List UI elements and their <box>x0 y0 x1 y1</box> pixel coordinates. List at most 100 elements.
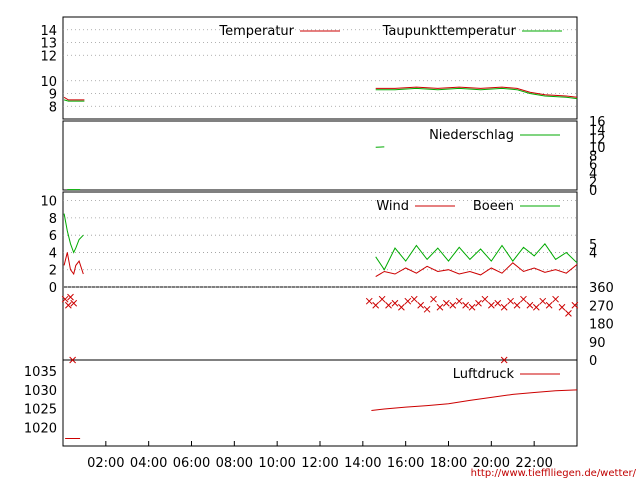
y-tick-label: 16 <box>589 115 606 130</box>
y-tick-label: 8 <box>589 150 597 165</box>
y-tick-label: 8 <box>49 212 57 227</box>
y-tick-label: 10 <box>40 195 57 210</box>
right-tick-label: 4 <box>589 246 597 261</box>
scatter-point <box>443 299 450 307</box>
scatter-point <box>69 356 76 364</box>
grid-lines <box>63 29 577 288</box>
y-tick-label: 13 <box>40 37 57 52</box>
scatter-point <box>558 303 566 311</box>
x-tick-label: 10:00 <box>258 456 295 471</box>
scatter-point <box>500 356 508 364</box>
panel-frames <box>62 16 578 447</box>
y-tick-label: 10 <box>589 141 606 156</box>
scatter-point <box>417 301 425 309</box>
legends: Temperatur Taupunkttemperatur Niederschlag… <box>218 24 562 382</box>
y-tick-label: 2 <box>589 175 597 190</box>
x-tick-label: 06:00 <box>173 456 210 471</box>
scatter-point <box>372 301 380 309</box>
right-tick-label: 5 <box>589 238 597 253</box>
legend-label: Boeen <box>473 199 514 214</box>
panel-frame-temperature <box>62 16 578 120</box>
scatter-point <box>430 295 437 303</box>
scatter-point <box>539 297 547 305</box>
scatter-point <box>520 295 527 303</box>
scatter-point <box>65 301 72 309</box>
source-url[interactable]: http://www.tiefflliegen.de/wetter/ <box>470 468 636 479</box>
x-tick-label: 02:00 <box>87 456 124 471</box>
y-tick-label: 14 <box>40 24 57 39</box>
scatter-point <box>385 301 392 309</box>
legend-label: Luftdruck <box>453 367 515 382</box>
x-tick-label: 12:00 <box>301 456 338 471</box>
series-line-Taupunkttemperatur <box>375 87 578 100</box>
x-tick-label: 08:00 <box>216 456 253 471</box>
legend-label: Wind <box>376 199 409 214</box>
scatter-point <box>398 303 405 311</box>
y-tick-label: 2 <box>49 264 57 279</box>
scatter-point <box>475 299 482 307</box>
legend-label: Temperatur <box>218 24 294 39</box>
y-tick-label: 8 <box>49 100 57 115</box>
scatter-point <box>365 297 373 305</box>
scatter-point <box>571 301 579 309</box>
scatter-point <box>552 295 559 303</box>
scatter-point <box>507 297 514 305</box>
scatter-point <box>436 303 444 311</box>
y-tick-label: 0 <box>589 354 597 369</box>
scatter-point <box>378 295 386 303</box>
scatter-point <box>487 301 495 309</box>
x-tick-label: 18:00 <box>430 456 467 471</box>
legend-label: Taupunkttemperatur <box>382 24 517 39</box>
y-tick-label: 1035 <box>24 365 57 380</box>
scatter-point <box>526 301 534 309</box>
scatter-point <box>391 299 399 307</box>
x-tick-label: 14:00 <box>344 456 381 471</box>
y-tick-label: 12 <box>40 49 57 64</box>
panel-frame-wind-direction <box>62 286 578 361</box>
scatter-point <box>532 303 540 311</box>
y-tick-label: 4 <box>49 246 57 261</box>
scatter-point <box>61 295 69 303</box>
scatter-point <box>410 295 418 303</box>
scatter-point <box>500 303 508 311</box>
x-tick-label: 04:00 <box>130 456 167 471</box>
series-line-Temperatur <box>375 86 578 98</box>
y-tick-label: 270 <box>589 299 614 314</box>
scatter-point <box>70 299 78 307</box>
data-series <box>61 86 579 439</box>
series-line-Temperatur <box>63 96 85 101</box>
scatter-point <box>565 310 572 317</box>
panel-frame-precipitation <box>62 120 578 191</box>
y-tick-label: 0 <box>49 281 57 296</box>
scatter-point <box>455 297 463 305</box>
y-tick-label: 6 <box>589 158 597 173</box>
x-tick-label: 20:00 <box>473 456 510 471</box>
legend-label: Niederschlag <box>429 128 514 143</box>
series-line-Boeen <box>375 242 578 271</box>
series-line-Wind <box>63 252 84 276</box>
scatter-point <box>468 303 476 311</box>
y-tick-label: 0 <box>589 184 597 199</box>
x-tick-label: 22:00 <box>515 456 552 471</box>
tick-labels: 8910121314024681012141602468104509018027… <box>24 24 614 471</box>
y-tick-label: 1030 <box>24 384 57 399</box>
y-tick-label: 1025 <box>24 403 57 418</box>
scatter-point <box>423 305 431 313</box>
y-tick-label: 12 <box>589 132 606 147</box>
scatter-point <box>404 297 412 305</box>
y-tick-label: 6 <box>49 229 57 244</box>
series-line-Taupunkttemperatur <box>63 99 85 102</box>
scatter-point <box>545 301 553 309</box>
scatter-point <box>67 293 74 301</box>
y-tick-label: 4 <box>589 167 597 182</box>
x-tick-label: 16:00 <box>387 456 424 471</box>
scatter-point <box>513 301 521 309</box>
y-tick-label: 180 <box>589 318 614 333</box>
series-line-Luftdruck <box>371 389 578 411</box>
y-tick-label: 1020 <box>24 421 57 436</box>
scatter-point <box>462 301 469 309</box>
y-tick-label: 360 <box>589 281 614 296</box>
scatter-point <box>494 299 502 307</box>
y-tick-label: 90 <box>589 336 606 351</box>
